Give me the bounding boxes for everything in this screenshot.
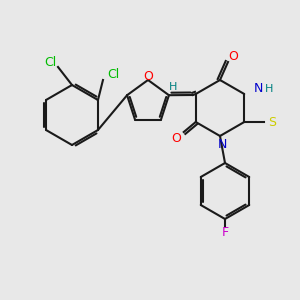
Text: Cl: Cl [107, 68, 119, 82]
Text: H: H [265, 84, 273, 94]
Text: H: H [169, 82, 177, 92]
Text: O: O [228, 50, 238, 62]
Text: N: N [217, 137, 227, 151]
Text: O: O [171, 131, 181, 145]
Text: Cl: Cl [44, 56, 56, 70]
Text: F: F [221, 226, 229, 239]
Text: O: O [143, 70, 153, 83]
Text: N: N [254, 82, 263, 95]
Text: S: S [268, 116, 276, 128]
